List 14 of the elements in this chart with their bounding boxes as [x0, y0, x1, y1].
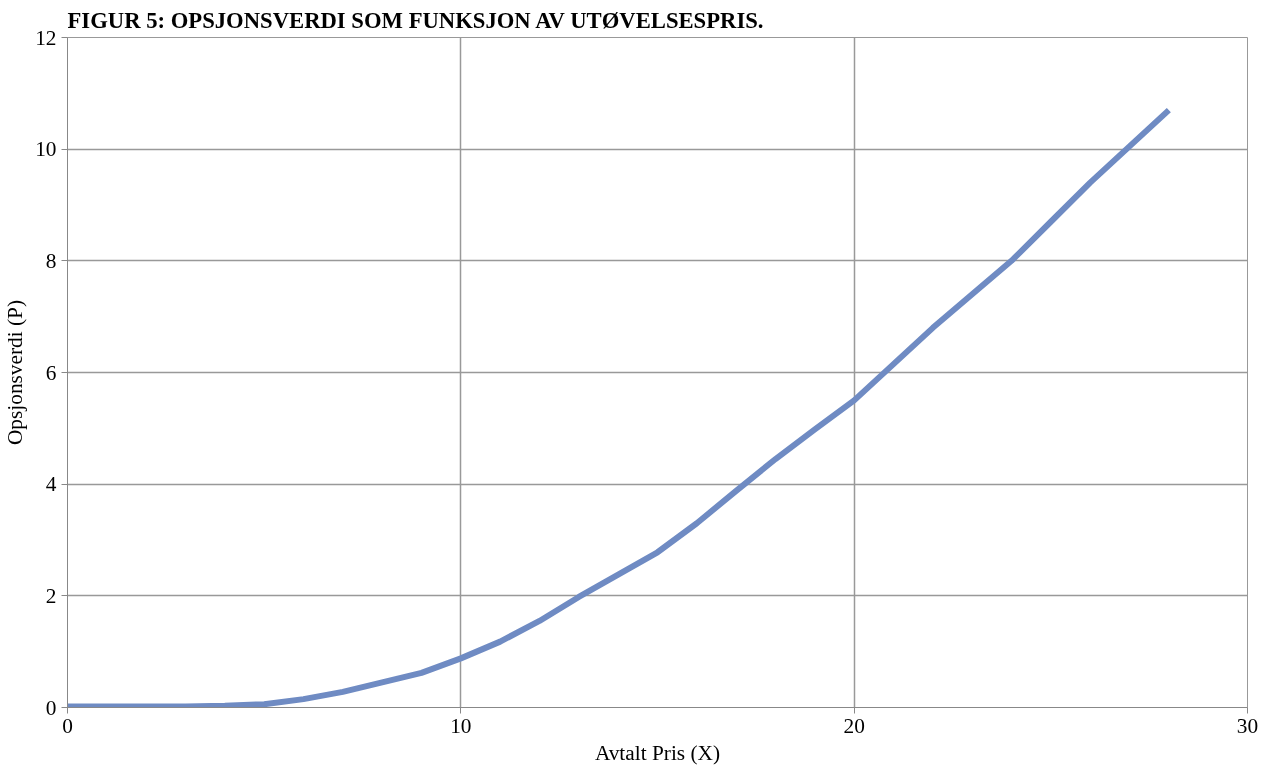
y-tick-label: 8	[45, 248, 57, 273]
x-tick-label: 10	[450, 713, 472, 738]
y-tick-label: 10	[35, 137, 57, 162]
x-axis-title: Avtalt Pris (X)	[594, 740, 721, 765]
y-tick-label: 12	[35, 25, 57, 50]
y-axis-title: Opsjonsverdi (P)	[3, 299, 28, 446]
y-tick-label: 0	[45, 695, 57, 720]
x-tick-label: 20	[843, 713, 865, 738]
y-tick-label: 6	[45, 360, 57, 385]
x-tick-label: 0	[62, 713, 73, 738]
y-tick-label: 4	[45, 472, 57, 497]
y-tick-label: 2	[45, 583, 57, 608]
chart-title: FIGUR 5: OPSJONSVERDI SOM FUNKSJON AV UTØVELSESPRIS.	[67, 7, 764, 33]
x-tick-label: 30	[1236, 713, 1259, 738]
